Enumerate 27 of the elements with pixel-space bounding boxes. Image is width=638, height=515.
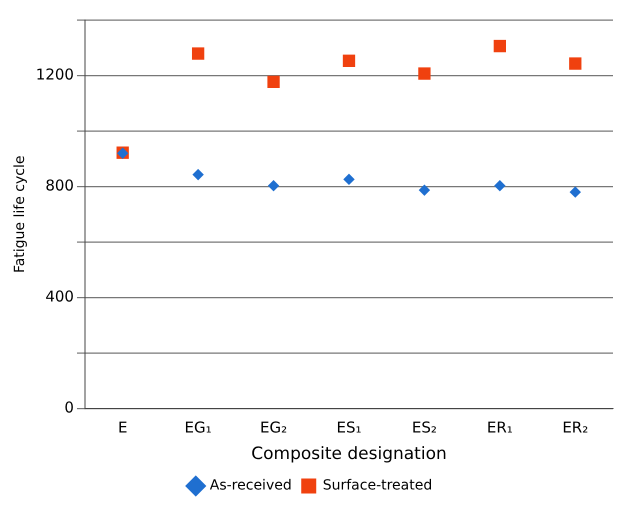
legend-label: As-received [210, 478, 292, 494]
point [570, 186, 581, 198]
point [192, 47, 204, 60]
x-tick-label: EG₂ [260, 418, 288, 436]
point [267, 76, 280, 88]
x-tick-label: ER₁ [486, 418, 513, 436]
x-tick-label: ER₂ [562, 418, 588, 436]
y-axis-title: Fatigue life cycle [12, 156, 28, 274]
y-tick-label: 800 [45, 176, 74, 194]
point [268, 180, 280, 192]
x-tick-label: ES₂ [412, 418, 437, 436]
y-tick-label: 1200 [36, 65, 74, 84]
y-tick-label: 0 [64, 398, 74, 416]
point [418, 184, 430, 196]
point [494, 40, 506, 52]
legend-label: Surface-treated [322, 478, 432, 494]
point [494, 180, 506, 192]
x-tick-label: ES₁ [336, 418, 362, 436]
point [192, 169, 204, 180]
point [569, 57, 582, 70]
x-axis-title: Composite designation [251, 444, 447, 464]
y-tick-label: 400 [45, 287, 74, 306]
point [418, 67, 431, 80]
point [342, 54, 356, 67]
point [343, 174, 354, 185]
x-tick-label: EG₁ [184, 418, 212, 436]
x-tick-label: E [118, 418, 128, 436]
